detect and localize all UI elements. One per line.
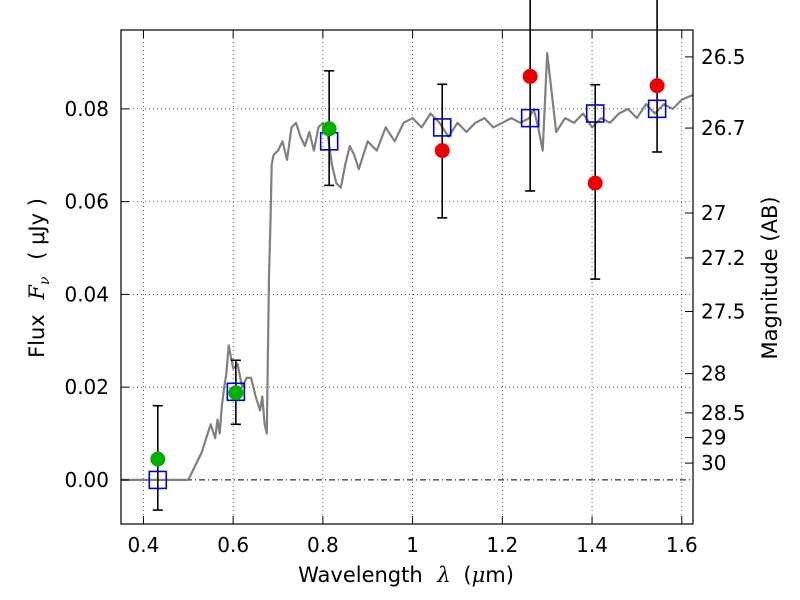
x-tick-label: 0.8 — [307, 533, 339, 557]
y-tick-label: 0.00 — [64, 468, 109, 492]
x-tick-label: 0.4 — [128, 533, 160, 557]
mag-tick-label: 28 — [701, 362, 726, 386]
x-tick-label: 1.6 — [666, 533, 698, 557]
red-point — [522, 68, 538, 84]
y-tick-label: 0.02 — [64, 375, 109, 399]
detection-point — [228, 385, 244, 401]
model-photometry-square — [647, 99, 667, 119]
y-axis-label-unit: ( μJy ) — [25, 198, 49, 260]
y-tick-label: 0.08 — [64, 97, 109, 121]
model-photometry-square — [520, 108, 540, 128]
plot-frame — [120, 29, 694, 525]
x-tick-label: 1.4 — [576, 533, 608, 557]
y-axis-label-symbol: F — [25, 284, 49, 301]
mag-tick-label: 27.2 — [701, 246, 746, 270]
red-point — [587, 175, 603, 191]
x-axis-label-unit-open: ( — [463, 563, 471, 587]
mag-tick-label: 29 — [701, 426, 726, 450]
mag-tick-label: 27.5 — [701, 300, 746, 324]
y2-axis-label: Magnitude (AB) — [758, 196, 782, 359]
axis-ticks: 0.4 0.6 0.8 1 1.2 1.4 1.6 0.00 0.02 0.04 0.06 0.08 2… — [64, 30, 746, 557]
data-series — [121, 0, 694, 511]
y-tick-label: 0.06 — [64, 190, 109, 214]
x-axis-label-symbol: λ — [436, 563, 450, 587]
mag-tick-label: 26.7 — [701, 116, 746, 140]
detection-point — [321, 121, 337, 137]
x-axis-label: Wavelength λ (μm) — [298, 563, 514, 587]
sed-model-line — [121, 52, 694, 481]
y-tick-label: 0.04 — [64, 282, 109, 306]
mag-tick-label: 28.5 — [701, 401, 746, 425]
x-axis-label-unit-rest: m) — [485, 563, 514, 587]
mag-tick-label: 26.5 — [701, 45, 746, 69]
mag-tick-label: 27 — [701, 201, 726, 225]
mag-tick-label: 30 — [701, 451, 726, 475]
y-axis-label: Flux Fν ( μJy ) — [25, 198, 54, 358]
detection-point — [150, 451, 166, 467]
x-axis-label-text: Wavelength — [298, 563, 423, 587]
y-axis-label-text: Flux — [25, 314, 49, 358]
model-photometry-square — [148, 470, 168, 490]
model-photometry-square — [585, 104, 605, 123]
grid-lines — [121, 30, 693, 524]
x-tick-label: 1 — [406, 533, 419, 557]
model-photometry-square — [432, 118, 452, 137]
x-axis-label-unit-mu: μ — [472, 563, 486, 587]
model-photometry-square — [226, 382, 246, 402]
x-tick-label: 0.6 — [217, 533, 249, 557]
y-axis-label-sub: ν — [37, 276, 53, 285]
red-point — [434, 143, 450, 159]
x-tick-label: 1.2 — [486, 533, 518, 557]
red-point — [649, 78, 665, 94]
